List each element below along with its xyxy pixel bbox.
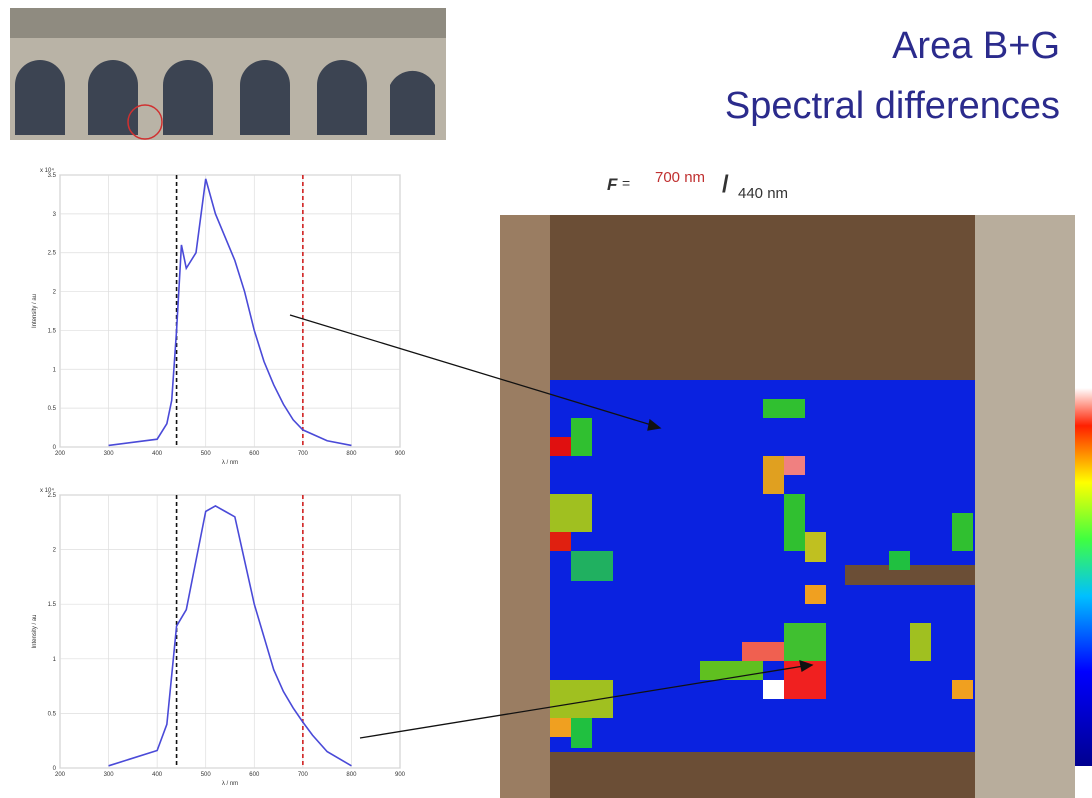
connectors bbox=[289, 314, 814, 739]
y-tick-label: 0.5 bbox=[48, 711, 57, 717]
formula-slash: / bbox=[722, 171, 729, 198]
x-tick-label: 400 bbox=[152, 772, 163, 778]
y-tick-label: 2 bbox=[53, 290, 57, 296]
formula: F = 700 nm / 440 nm bbox=[607, 169, 788, 202]
y-tick-label: 3 bbox=[53, 212, 57, 218]
formula-denominator: 440 nm bbox=[738, 185, 788, 202]
y-tick-label: 1 bbox=[53, 657, 57, 663]
x-tick-label: 700 bbox=[298, 451, 309, 457]
x-axis-label: λ / nm bbox=[222, 781, 238, 787]
plot-area bbox=[59, 494, 401, 769]
x-tick-label: 300 bbox=[104, 451, 115, 457]
spectrum-line bbox=[108, 505, 352, 767]
y-tick-label: 2.5 bbox=[48, 493, 57, 499]
y-tick-label: 0 bbox=[53, 766, 57, 772]
facade-photo bbox=[10, 8, 446, 140]
x-tick-label: 800 bbox=[346, 772, 357, 778]
y-tick-label: 1 bbox=[53, 367, 57, 373]
x-tick-label: 900 bbox=[395, 772, 406, 778]
y-tick-label: 0 bbox=[53, 445, 57, 451]
y-tick-label: 2 bbox=[53, 548, 57, 554]
colorbar bbox=[1075, 388, 1092, 766]
x-tick-label: 600 bbox=[249, 451, 260, 457]
formula-equals: = bbox=[622, 175, 630, 191]
slide-subtitle: Spectral differences bbox=[725, 85, 1060, 127]
x-tick-label: 600 bbox=[249, 772, 260, 778]
y-tick-label: 1.5 bbox=[48, 328, 57, 334]
x-tick-label: 500 bbox=[201, 451, 212, 457]
x-tick-label: 300 bbox=[104, 772, 115, 778]
y-tick-label: 1.5 bbox=[48, 602, 57, 608]
formula-symbol: F bbox=[607, 175, 618, 194]
x-tick-label: 200 bbox=[55, 451, 66, 457]
formula-numerator: 700 nm bbox=[655, 169, 705, 186]
x-tick-label: 400 bbox=[152, 451, 163, 457]
axis-multiplier: x 10⁴ bbox=[40, 487, 54, 494]
plot-area bbox=[59, 174, 401, 448]
y-axis-label: Intensity / au bbox=[32, 614, 38, 648]
y-tick-label: 0.5 bbox=[48, 406, 57, 412]
x-tick-label: 700 bbox=[298, 772, 309, 778]
heatmap-image bbox=[500, 215, 1092, 798]
x-axis-label: λ / nm bbox=[222, 460, 238, 466]
slide-title: Area B+G bbox=[892, 25, 1060, 67]
x-tick-label: 500 bbox=[201, 772, 212, 778]
y-tick-label: 3.5 bbox=[48, 173, 57, 179]
spectrum-line bbox=[108, 178, 352, 447]
x-tick-label: 800 bbox=[346, 451, 357, 457]
y-tick-label: 2.5 bbox=[48, 251, 57, 257]
x-tick-label: 900 bbox=[395, 451, 406, 457]
axis-multiplier: x 10⁴ bbox=[40, 167, 54, 174]
x-tick-label: 200 bbox=[55, 772, 66, 778]
y-axis-label: Intensity / au bbox=[32, 294, 38, 328]
